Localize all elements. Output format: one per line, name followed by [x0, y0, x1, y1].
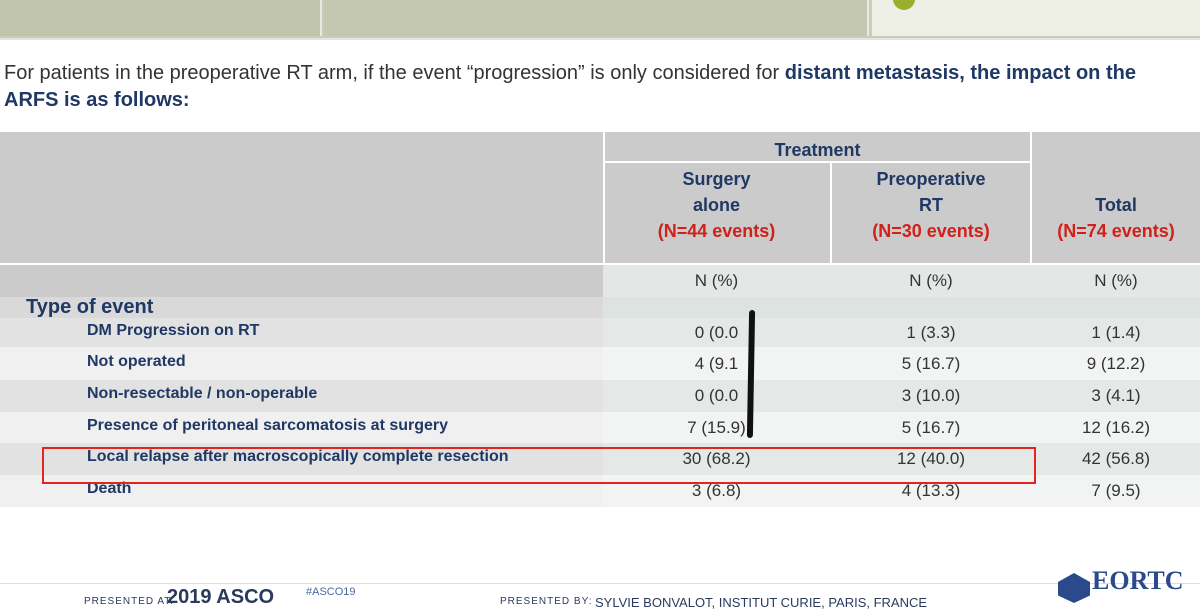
row-bg — [603, 475, 1200, 507]
tab-active[interactable] — [872, 0, 1200, 36]
row-value: 3 (4.1) — [1091, 386, 1141, 405]
section-label: Type of event — [26, 296, 154, 318]
row-bg — [0, 380, 603, 412]
row-bg — [603, 347, 1200, 380]
section-row-bg-right — [603, 297, 1200, 318]
row-label: Non-resectable / non-operable — [87, 385, 318, 402]
row-bg — [603, 412, 1200, 443]
row-label: Presence of peritoneal sarcomatosis at s… — [87, 416, 449, 434]
tab — [324, 0, 869, 36]
row-label: Death — [87, 480, 132, 497]
highlight-box — [42, 447, 1036, 484]
column-header: Surgery — [682, 169, 751, 189]
divider — [0, 38, 1200, 40]
intro-text: For patients in the preoperative RT arm,… — [4, 60, 1184, 114]
footer-meeting: 2019 ASCO — [167, 586, 275, 608]
row-bg — [0, 347, 603, 380]
logo-text: EORTC — [1092, 566, 1184, 595]
intro-plain: For patients in the preoperative RT arm,… — [4, 62, 785, 84]
row-value: 7 (15.9) — [687, 417, 746, 437]
row-value: 30 (68.2) — [682, 449, 751, 468]
row-value: 9 (12.2) — [1086, 353, 1146, 373]
column-header: Preoperative — [876, 169, 986, 189]
row-value: 0 (0.0 — [694, 322, 739, 342]
footer-presented-by: PRESENTED BY: — [500, 596, 593, 607]
unit-label: N (%) — [909, 271, 953, 290]
unit-label: N (%) — [694, 271, 739, 290]
tab-icon — [893, 0, 915, 10]
row-value: 4 (13.3) — [901, 481, 961, 500]
units-row-bg — [603, 263, 1200, 297]
footer-hashtag: #ASCO19 — [306, 586, 356, 598]
footer-presented-at: PRESENTED AT: — [84, 596, 175, 607]
column-n: (N=44 events) — [657, 221, 776, 241]
unit-label: N (%) — [1094, 271, 1138, 290]
column-header: RT — [919, 195, 943, 215]
column-header: Total — [1095, 195, 1137, 215]
header-line — [830, 161, 832, 265]
row-value: 5 (16.7) — [901, 353, 961, 373]
row-value: 7 (9.5) — [1091, 481, 1141, 500]
row-bg — [0, 475, 603, 507]
column-n: (N=74 events) — [1057, 221, 1175, 241]
row-value: 4 (9.1 — [694, 353, 739, 373]
row-value: 3 (6.8) — [691, 481, 742, 500]
row-bg — [0, 318, 603, 347]
row-value: 5 (16.7) — [901, 417, 961, 437]
row-label: DM Progression on RT — [87, 321, 260, 339]
row-bg — [0, 412, 603, 443]
row-value: 0 (0.0 — [694, 386, 739, 405]
tab — [0, 0, 322, 36]
row-value: 3 (10.0) — [901, 386, 961, 405]
row-value: 42 (56.8) — [1081, 449, 1151, 468]
footer-line — [0, 583, 1200, 584]
row-value: 12 (16.2) — [1081, 417, 1151, 437]
row-label: Local relapse after macroscopically comp… — [87, 448, 509, 465]
logo-icon — [1058, 573, 1090, 603]
column-n: (N=30 events) — [872, 221, 990, 241]
intro-bold: distant metastasis, the impact on the AR… — [4, 62, 1136, 111]
group-header: Treatment — [774, 140, 861, 160]
column-header: alone — [692, 195, 740, 215]
row-value: 1 (3.3) — [906, 322, 956, 342]
row-bg — [603, 380, 1200, 412]
row-label: Not operated — [87, 352, 186, 370]
row-value: 12 (40.0) — [896, 449, 966, 468]
header-treatment-cell — [603, 132, 1032, 163]
table-outline — [0, 263, 1200, 265]
row-bg — [603, 318, 1200, 347]
footer-presenter: SYLVIE BONVALOT, INSTITUT CURIE, PARIS, … — [595, 595, 928, 610]
row-value: 1 (1.4) — [1091, 322, 1141, 342]
